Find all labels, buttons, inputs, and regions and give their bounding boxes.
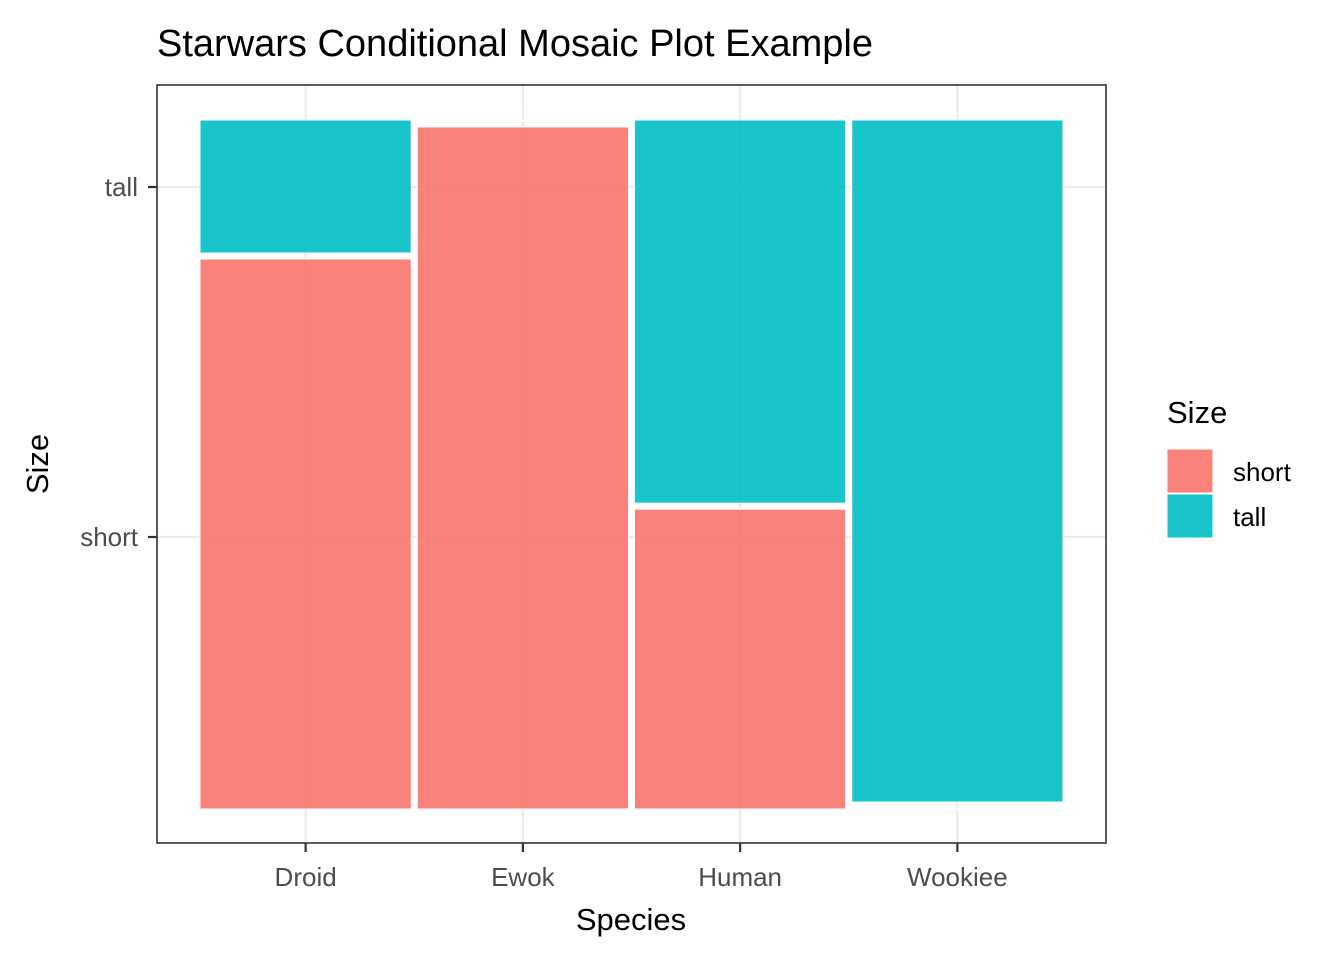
legend: Size short tall [1166, 395, 1292, 539]
x-tick-label: Ewok [491, 862, 556, 892]
mosaic-tile-wookiee-tall [851, 119, 1064, 803]
y-tick-label: short [80, 522, 139, 552]
mosaic-tile-human-short [634, 508, 847, 810]
mosaic-tile-droid-tall [199, 119, 412, 254]
legend-key-short [1166, 448, 1214, 494]
legend-key-tall [1166, 493, 1214, 539]
y-axis-title: Size [20, 434, 55, 494]
legend-title: Size [1167, 395, 1227, 430]
x-axis: Droid Ewok Human Wookiee [275, 843, 1008, 892]
mosaic-tile-wookiee-short [851, 807, 1064, 810]
mosaic-tile-ewok-short [416, 126, 629, 810]
x-axis-title: Species [576, 902, 686, 937]
plot-panel-border [156, 84, 1107, 844]
chart-title: Starwars Conditional Mosaic Plot Example [157, 23, 873, 65]
mosaic-tiles [199, 119, 1064, 810]
mosaic-tile-human-tall [634, 119, 847, 504]
mosaic-tile-ewok-tall [416, 119, 629, 122]
y-axis: short tall [80, 172, 157, 552]
legend-label-short: short [1233, 457, 1292, 487]
x-tick-label: Wookiee [907, 862, 1008, 892]
x-tick-label: Droid [275, 862, 337, 892]
x-tick-label: Human [698, 862, 782, 892]
y-tick-label: tall [105, 172, 138, 202]
legend-label-tall: tall [1233, 502, 1266, 532]
mosaic-tile-droid-short [199, 258, 412, 810]
